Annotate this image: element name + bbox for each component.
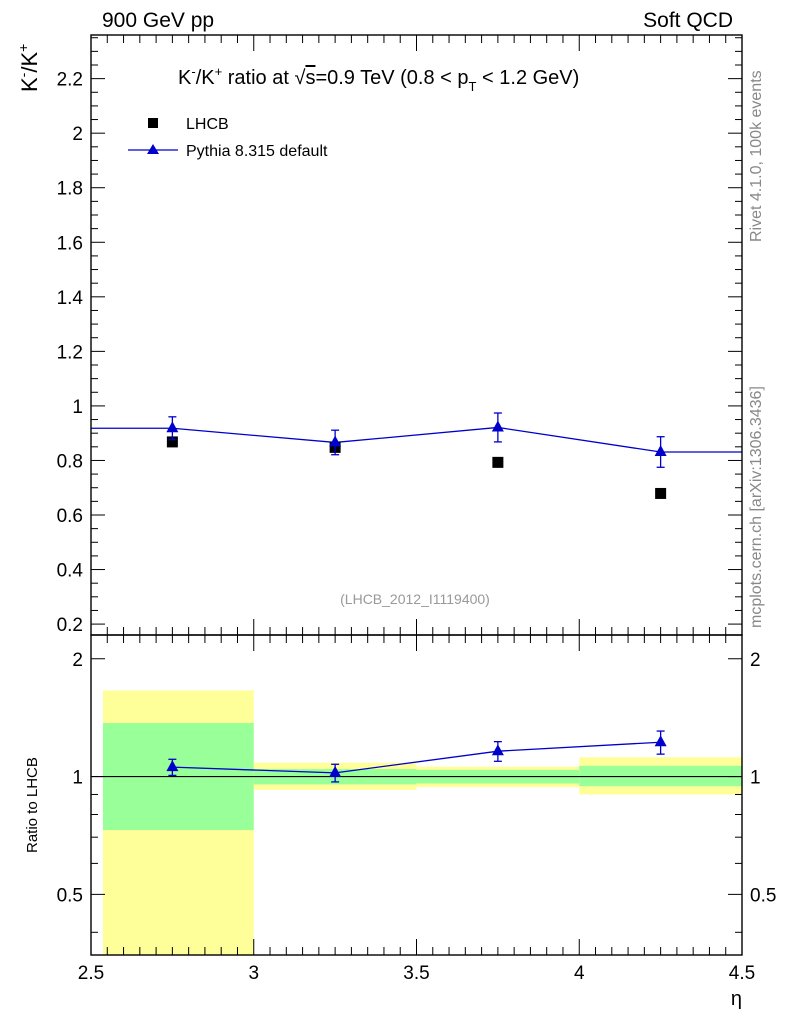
main-y-tick-label: 1 [72,397,83,418]
main-y-tick-label: 2.2 [57,70,83,91]
pythia-data-point [166,421,179,433]
x-tick-label: 4 [574,963,585,984]
mcplots-label: mcplots.cern.ch [arXiv:1306.3436] [748,386,765,628]
ratio-pythia-point [491,744,504,756]
main-y-tick-label: 1.8 [57,179,83,200]
x-tick-labels: 2.5 3 3.5 4 4.5 [78,963,755,984]
ratio-y-tick-labels: 0.5 0.5 1 1 2 2 [57,650,777,907]
main-y-tick-label: 1.2 [57,342,83,363]
analysis-id-label: (LHCB_2012_I1119400) [340,591,490,607]
ratio-y-tick-label-left: 2 [72,650,83,671]
ratio-frame [90,634,743,956]
ratio-y-tick-label-right: 1 [750,768,761,789]
x-axis-label: η [731,988,742,1010]
x-tick-label: 3 [248,963,259,984]
legend-lhcb-label: LHCB [186,116,229,133]
ratio-y-tick-label-left: 1 [72,768,83,789]
lhcb-data-point [166,436,178,448]
legend: LHCB Pythia 8.315 default [128,116,328,160]
x-tick-label: 2.5 [78,963,104,984]
ratio-pythia-point [166,760,179,772]
ratio-y-axis-label: Ratio to LHCB [24,757,41,853]
main-y-tick-labels: 0.2 0.4 0.6 0.8 1 1.2 1.4 1.6 1.8 2 2.2 [57,70,84,636]
ratio-pythia-point [654,735,667,747]
main-series [91,412,742,499]
pythia-series-line [91,426,742,453]
legend-pythia-marker [147,144,159,154]
x-tick-label: 3.5 [403,963,429,984]
main-y-tick-label: 0.6 [57,506,83,527]
main-y-tick-label: 2 [72,124,83,145]
header-right-label: Soft QCD [643,9,733,32]
header-left-label: 900 GeV pp [102,9,214,32]
plot-title: K-/K+ ratio at √s=0.9 TeV (0.8 < pT < 1.… [178,64,579,94]
legend-lhcb-marker [148,118,158,128]
lhcb-data-point [655,487,667,499]
main-axis-ticks [90,35,743,635]
main-y-tick-label: 0.8 [57,451,83,472]
ratio-uncertainty-bands [91,690,742,955]
ratio-y-tick-label-right: 2 [750,650,761,671]
ratio-pythia-point [329,765,342,777]
ratio-pythia-line [172,741,661,774]
main-y-tick-label: 1.6 [57,233,83,254]
main-y-axis-label: K-/K+ [15,44,42,92]
main-y-tick-label: 0.4 [57,561,84,582]
lhcb-data-point [492,456,504,468]
ratio-y-tick-label-right: 0.5 [750,885,776,906]
pythia-data-point [491,420,504,432]
pythia-data-point [329,435,342,447]
legend-pythia-label: Pythia 8.315 default [186,143,328,160]
rivet-version-label: Rivet 4.1.0, 100k events [748,70,765,242]
x-tick-label: 4.5 [729,963,755,984]
ratio-y-tick-label-left: 0.5 [57,885,83,906]
main-y-tick-label: 1.4 [57,288,84,309]
main-y-tick-label: 0.2 [57,615,83,636]
ratio-series [166,730,667,783]
pythia-data-point [654,445,667,456]
